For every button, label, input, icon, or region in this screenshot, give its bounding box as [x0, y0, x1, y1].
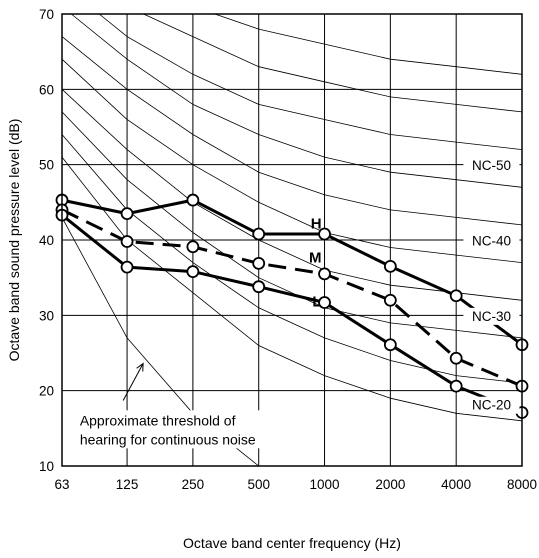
- nc-curve-nc-55: [98, 13, 523, 150]
- nc-label-nc-30: NC-30: [472, 309, 511, 324]
- annotation-bg: [76, 410, 285, 449]
- x-tick-2000: 2000: [375, 477, 405, 492]
- point-h-4000: [449, 289, 463, 303]
- x-tick-250: 250: [182, 477, 205, 492]
- series-line-l: [61, 213, 523, 414]
- point-m-125: [120, 235, 134, 248]
- point-l-1000: [318, 296, 331, 309]
- series-line-m: [61, 208, 523, 388]
- point-l-2000: [383, 338, 397, 352]
- x-tick-1000: 1000: [310, 477, 340, 492]
- point-m-1000: [318, 267, 331, 281]
- x-tick-125: 125: [116, 477, 139, 492]
- nc-label-nc-40: NC-40: [472, 234, 511, 249]
- y-tick-50: 50: [39, 158, 54, 173]
- series-line-h: [61, 198, 523, 346]
- point-h-250: [186, 193, 200, 207]
- annotation-arrow-line: [122, 363, 144, 401]
- point-h-2000: [383, 259, 397, 273]
- nc-curve-nc-20: [61, 156, 523, 422]
- series-label-m: M: [309, 250, 322, 267]
- nc-label-bg-nc-30: [463, 307, 520, 325]
- chart-labels: NC-50 NC-40 NC-30 NC-20 HM L Approximate thres…: [76, 157, 520, 449]
- nc-curve-nc-30: [61, 111, 523, 339]
- nc-label-bg-nc-20: [463, 396, 520, 414]
- nc-curve-nc-45: [61, 36, 523, 226]
- point-l-4000: [449, 379, 463, 393]
- point-m-500: [252, 256, 266, 270]
- y-tick-30: 30: [39, 308, 54, 323]
- nc-label-nc-20: NC-20: [472, 398, 511, 413]
- nc-curve-nc-25: [61, 134, 523, 384]
- data-markers: [55, 193, 529, 419]
- point-l-125: [120, 260, 134, 274]
- axis-ticks: 10 20 30 40 50 60 70 63 125 250 500 1000 2000 4000 800…: [39, 7, 537, 492]
- point-m-2000: [383, 293, 397, 307]
- point-h-125: [120, 207, 134, 221]
- nc-label-nc-50: NC-50: [472, 158, 511, 173]
- y-tick-70: 70: [39, 7, 54, 22]
- y-tick-20: 20: [39, 384, 54, 399]
- x-tick-500: 500: [247, 477, 270, 492]
- series-label-h: H: [311, 216, 322, 233]
- annotation-line-1: Approximate threshold of: [80, 412, 236, 428]
- plot-frame: [61, 13, 523, 467]
- nc-curve-nc-50: [71, 13, 523, 188]
- point-h-1000: [318, 227, 331, 241]
- y-axis-label: Octave band sound pressure level (dB): [6, 119, 22, 362]
- nc-curves: [61, 13, 523, 422]
- nc-curve-nc-65: [214, 13, 523, 75]
- point-l-250: [186, 265, 200, 279]
- annotation-line-2: hearing for continuous noise: [80, 431, 256, 447]
- y-tick-60: 60: [39, 82, 54, 97]
- annotation-arrow-head: [136, 362, 144, 372]
- nc-label-bg-nc-40: [463, 232, 520, 250]
- x-tick-4000: 4000: [441, 477, 471, 492]
- point-m-250: [186, 240, 200, 254]
- x-axis-label: Octave band center frequency (Hz): [183, 535, 401, 551]
- point-m-4000: [449, 351, 463, 365]
- x-tick-63: 63: [54, 477, 69, 492]
- data-series: [61, 198, 523, 414]
- point-h-500: [252, 227, 266, 241]
- nc-curve-nc-60: [143, 13, 523, 113]
- x-tick-8000: 8000: [507, 477, 537, 492]
- nc-label-bg-nc-50: [463, 157, 520, 175]
- y-tick-40: 40: [39, 233, 54, 248]
- nc-curve-nc-40: [61, 58, 523, 263]
- y-tick-10: 10: [39, 459, 54, 474]
- series-label-l: L: [312, 293, 321, 310]
- point-l-500: [252, 280, 266, 294]
